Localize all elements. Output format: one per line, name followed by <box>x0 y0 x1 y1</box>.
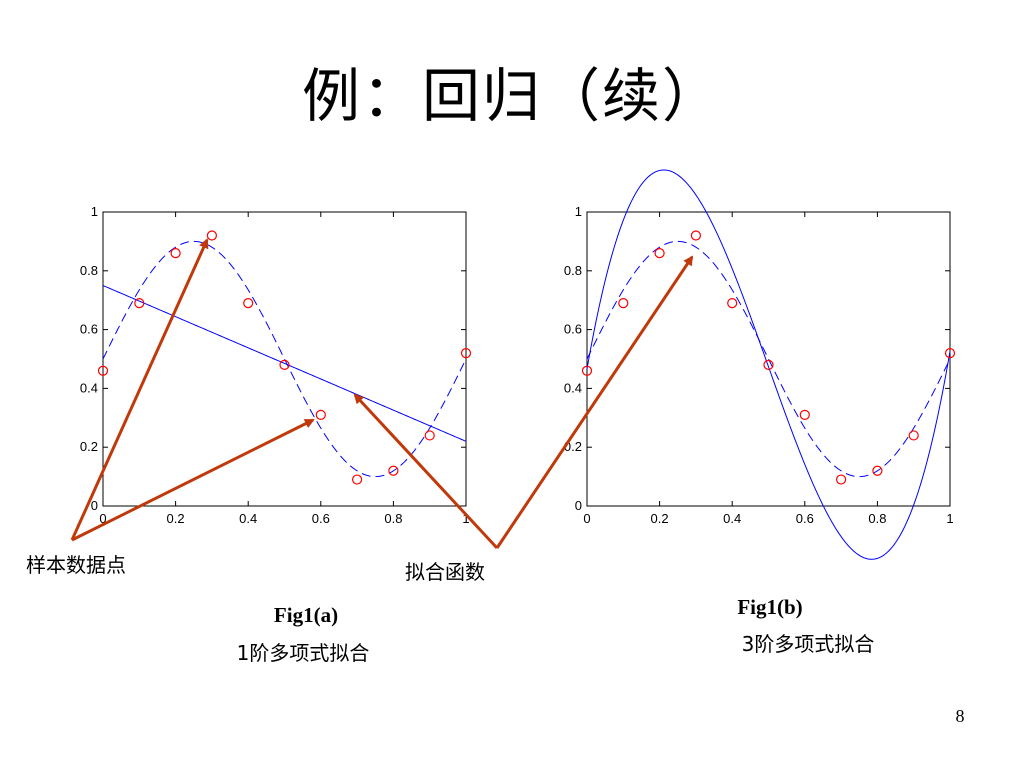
sample-point <box>134 298 145 309</box>
sample-point <box>944 348 956 359</box>
sample-point <box>835 474 847 485</box>
fit-curve <box>102 285 467 442</box>
sample-point <box>799 409 810 420</box>
true-curve <box>586 240 951 478</box>
y-tick-label: 0.8 <box>564 263 582 278</box>
caption-a-title: Fig1(a) <box>273 603 339 627</box>
x-tick-label: 0.6 <box>796 511 814 526</box>
chart-fig1b: 0 0.2 0.4 0.6 0.8 100.20.40.60.81 <box>564 169 956 560</box>
sample-point <box>279 359 290 370</box>
annotation-arrow <box>70 238 209 541</box>
caption-b-title: Fig1(b) <box>737 595 803 619</box>
sample-point <box>763 359 774 370</box>
y-tick-label: 1 <box>575 204 582 219</box>
fit-function-label: 拟合函数 <box>405 560 485 584</box>
x-tick-label: 0 <box>99 511 106 526</box>
sample-point <box>424 430 435 441</box>
sample-point <box>206 230 217 241</box>
sample-point <box>460 348 472 359</box>
chart-fig1a: 0 0.2 0.4 0.6 0.8 1 0 0.2 0.4 0.6 0.8 1 <box>80 204 472 526</box>
sample-point <box>388 465 399 476</box>
x-tick-label: 0 <box>583 511 590 526</box>
sample-point <box>872 465 883 476</box>
plot-frame <box>102 211 467 507</box>
annotation-arrows <box>70 238 694 550</box>
sample-point <box>654 248 665 259</box>
y-tick-label: 1 <box>91 204 98 219</box>
x-tick-label: 0.2 <box>167 511 185 526</box>
x-tick-label: 1 <box>462 511 469 526</box>
annotation-arrow <box>495 255 694 549</box>
y-tick-label: 0.8 <box>80 263 98 278</box>
sample-point <box>170 248 181 259</box>
annotation-arrow <box>353 393 499 550</box>
sample-point <box>97 365 109 376</box>
sample-point <box>352 474 363 485</box>
x-tick-label: 0.2 <box>651 511 669 526</box>
sample-point <box>581 365 593 376</box>
true-curve <box>102 240 467 478</box>
plot-frame <box>586 211 951 507</box>
sample-point <box>690 230 702 241</box>
y-tick-label: 0.4 <box>564 380 582 395</box>
sample-point <box>908 430 919 441</box>
caption-a-subtitle: 1阶多项式拟合 <box>236 641 370 665</box>
y-tick-label: 0 <box>91 498 98 513</box>
sample-point <box>243 298 254 309</box>
x-tick-label: 0.4 <box>239 511 257 526</box>
sample-points-label: 样本数据点 <box>26 553 126 577</box>
sample-point <box>315 409 326 420</box>
caption-b-subtitle: 3阶多项式拟合 <box>741 632 875 656</box>
x-tick-label: 0.8 <box>868 511 886 526</box>
sample-point <box>618 298 629 309</box>
x-tick-label: 0.8 <box>384 511 402 526</box>
x-tick-label: 0.4 <box>723 511 741 526</box>
page-number: 8 <box>955 706 965 726</box>
fit-curve <box>586 169 951 560</box>
x-tick-label: 1 <box>946 511 953 526</box>
y-tick-label: 0.6 <box>80 322 98 337</box>
y-tick-label: 0.4 <box>80 380 98 395</box>
y-tick-label: 0.2 <box>80 439 98 454</box>
y-tick-label: 0.6 <box>564 322 582 337</box>
sample-point <box>727 298 738 309</box>
annotation-arrow <box>71 418 315 542</box>
slide-title: 例：回归（续） <box>301 62 722 130</box>
y-tick-label: 0 <box>575 498 582 513</box>
x-tick-label: 0.6 <box>312 511 330 526</box>
